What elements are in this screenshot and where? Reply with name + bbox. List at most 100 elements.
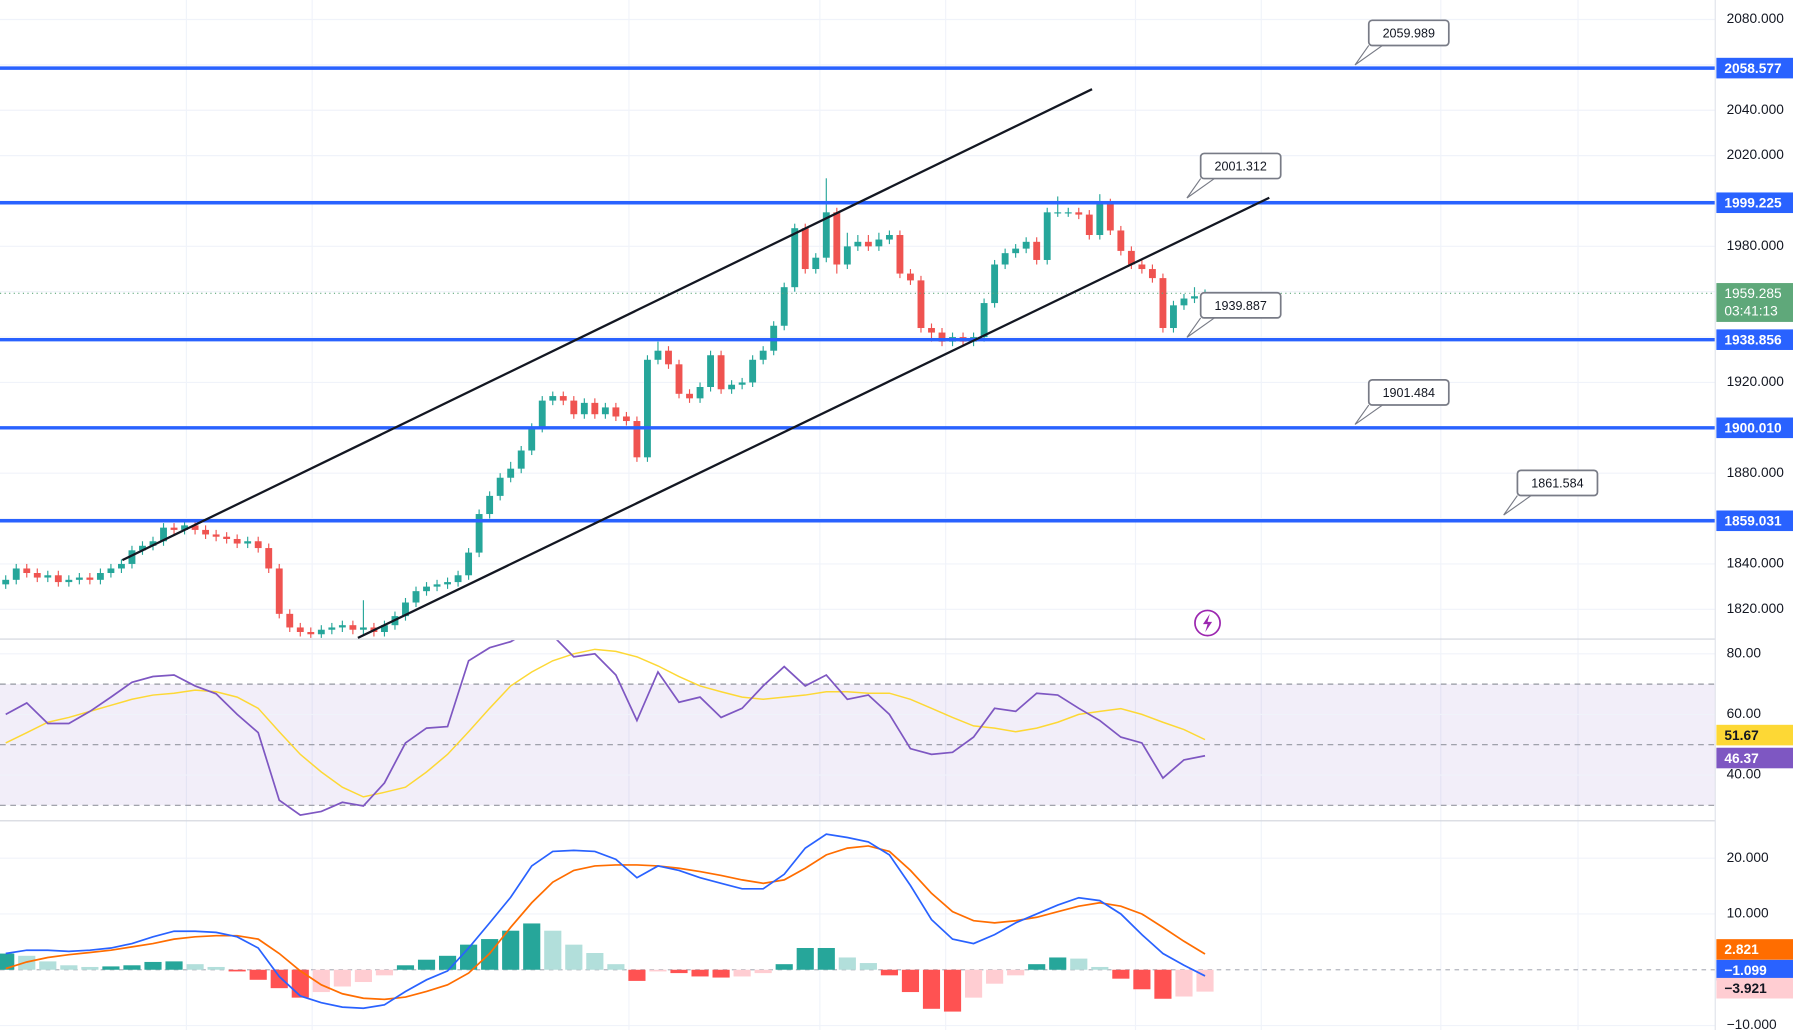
- candle-body: [549, 396, 557, 401]
- candle-body: [1054, 212, 1062, 214]
- candle-body: [191, 525, 199, 530]
- histogram-bar: [186, 964, 204, 970]
- histogram-bar: [354, 969, 372, 983]
- histogram-bar: [502, 930, 520, 970]
- trend-channel: [121, 88, 1270, 639]
- candle-body: [118, 563, 125, 569]
- candle-body: [885, 235, 893, 240]
- candle-body: [591, 402, 599, 415]
- candle-body: [423, 586, 430, 592]
- candle-body: [517, 450, 525, 469]
- candle-body: [654, 350, 662, 360]
- time-grid: [185, 0, 1579, 1030]
- candle-body: [1170, 305, 1177, 329]
- y-tick-label: −10.000: [1727, 1017, 1777, 1030]
- y-tick-label: 2020.000: [1727, 147, 1785, 162]
- last-price-label: 1959.285: [1724, 286, 1782, 301]
- histogram-bar: [628, 969, 646, 981]
- callout-label: 1861.584: [1531, 476, 1583, 490]
- histogram-bar: [123, 965, 141, 970]
- candle-body: [738, 382, 746, 385]
- candle-body: [686, 393, 693, 399]
- y-tick-label: 1820.000: [1727, 601, 1785, 616]
- level-badge: [1716, 510, 1793, 532]
- histogram-bar: [438, 955, 457, 970]
- candle-body: [486, 495, 494, 515]
- y-tick-label: 40.00: [1727, 767, 1762, 782]
- level-badge-label: 1900.010: [1724, 421, 1782, 436]
- candle-body: [1127, 250, 1135, 265]
- candle-body: [107, 568, 115, 574]
- candle-body: [128, 550, 136, 564]
- macd-line: [5, 833, 1206, 1010]
- histogram-bar: [943, 969, 962, 1012]
- axis-labels: 2080.0002060.0002040.0002020.0002000.000…: [1716, 11, 1793, 1030]
- candle-body: [12, 568, 20, 580]
- candle-body: [528, 427, 536, 451]
- histogram-bar: [523, 923, 541, 970]
- candle-body: [296, 627, 304, 632]
- candle-body: [791, 228, 799, 288]
- histogram-bar: [565, 944, 583, 970]
- candle-body: [317, 629, 325, 635]
- y-tick-label: 2040.000: [1727, 102, 1785, 117]
- candle-body: [665, 350, 672, 365]
- histogram-bar: [1007, 969, 1025, 976]
- histogram-bar: [249, 969, 267, 980]
- candle-body: [96, 573, 104, 580]
- histogram-bar: [880, 969, 898, 976]
- candle-body: [402, 602, 409, 617]
- candle-body: [843, 246, 851, 265]
- candle-body: [1148, 269, 1156, 279]
- rsi-line: [5, 640, 1206, 816]
- macd-badge: [1716, 959, 1793, 981]
- candle-body: [75, 577, 83, 580]
- y-tick-label: 2080.000: [1727, 11, 1785, 26]
- callout-label: 1939.887: [1214, 299, 1266, 313]
- candle-body: [1022, 241, 1030, 249]
- rsi-badge: [1716, 747, 1793, 769]
- candle-body: [749, 359, 757, 383]
- callout-box: [1199, 152, 1282, 180]
- last-price-badge: [1716, 283, 1793, 322]
- candle-body: [23, 568, 31, 574]
- histogram-bar: [333, 969, 351, 987]
- signal-line: [5, 845, 1206, 1001]
- candle-body: [349, 625, 357, 630]
- candle-body: [359, 627, 367, 630]
- candle-body: [633, 421, 641, 458]
- histogram-bar: [901, 969, 920, 993]
- y-tick-label: 20.000: [1727, 850, 1769, 865]
- signal-badge: [1716, 939, 1793, 960]
- y-tick-label: 60.00: [1727, 706, 1762, 721]
- histogram-bar: [60, 965, 78, 970]
- price-pane: [0, 18, 1716, 638]
- candle-body: [212, 534, 220, 537]
- candle-body: [928, 328, 935, 333]
- candle-body: [580, 402, 588, 415]
- level-badge-label: 2058.577: [1724, 61, 1782, 76]
- alert-icon[interactable]: [1194, 609, 1221, 637]
- candle-body: [160, 527, 167, 542]
- candle-body: [338, 625, 346, 628]
- candle-body: [381, 625, 388, 632]
- histogram-bar: [838, 957, 856, 970]
- candle-body: [1012, 248, 1020, 254]
- y-tick-label: 1880.000: [1727, 465, 1785, 480]
- candle-body: [275, 568, 283, 614]
- histogram-bar: [544, 930, 562, 970]
- candle-body: [875, 239, 883, 247]
- candle-body: [86, 577, 94, 580]
- histogram-bar: [417, 959, 436, 970]
- histogram-bar: [1196, 969, 1214, 992]
- candle-body: [854, 241, 862, 247]
- candle-body: [444, 582, 451, 585]
- candle-body: [307, 631, 315, 635]
- histogram-bar: [775, 964, 793, 970]
- histogram-bar: [1112, 969, 1130, 979]
- histogram-bar: [607, 964, 625, 970]
- histogram-bar: [39, 961, 57, 970]
- histogram-bar: [1133, 969, 1151, 990]
- histogram-bar: [922, 969, 941, 1009]
- level-badge-label: 1938.856: [1724, 332, 1782, 347]
